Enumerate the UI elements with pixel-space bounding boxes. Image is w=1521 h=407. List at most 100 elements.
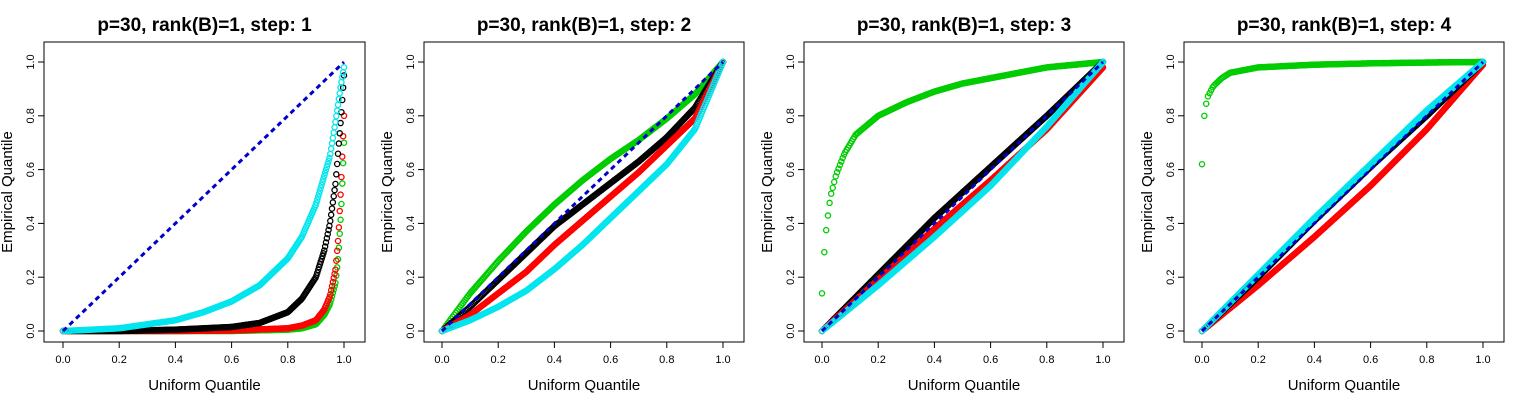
- data-point: [830, 178, 838, 186]
- data-point: [321, 172, 328, 180]
- data-point: [325, 226, 332, 234]
- data-point: [826, 199, 833, 207]
- x-tick-label: 0.4: [1307, 354, 1322, 366]
- data-point: [824, 212, 832, 219]
- data-point: [333, 160, 341, 168]
- data-point: [337, 216, 344, 224]
- data-point: [335, 224, 343, 231]
- data-point: [330, 193, 337, 200]
- data-point: [339, 84, 347, 91]
- data-point: [321, 243, 329, 250]
- data-point: [328, 205, 336, 212]
- data-point: [335, 95, 343, 103]
- y-tick-label: 0.2: [785, 270, 797, 285]
- series-1: [438, 58, 727, 335]
- data-point: [326, 154, 333, 162]
- data-point: [323, 235, 331, 242]
- series-4: [818, 58, 1107, 335]
- data-point: [333, 113, 340, 120]
- x-tick-label: 1.0: [336, 354, 351, 366]
- data-point: [1202, 323, 1210, 331]
- data-point: [332, 118, 339, 126]
- x-tick-label: 1.0: [1095, 354, 1110, 366]
- panel-title: p=30, rank(B)=1, step: 4: [1237, 15, 1452, 36]
- data-point: [325, 157, 332, 165]
- panel-title: p=30, rank(B)=1, step: 3: [857, 15, 1071, 36]
- data-point: [326, 294, 333, 301]
- data-point: [836, 161, 844, 169]
- x-tick-label: 0.4: [547, 354, 562, 366]
- data-point: [835, 165, 842, 172]
- data-point: [324, 230, 331, 238]
- x-tick-label: 0.2: [491, 354, 506, 366]
- y-tick-label: 0.6: [785, 162, 797, 177]
- data-point: [337, 119, 344, 127]
- y-tick-label: 0.8: [25, 108, 37, 123]
- data-point: [822, 226, 830, 234]
- data-point: [328, 282, 336, 290]
- qq-panel-1: p=30, rank(B)=1, step: 10.0 0.2 0.4 0.6 0.8 1…: [0, 15, 366, 394]
- data-point: [818, 290, 826, 297]
- data-point: [316, 261, 324, 268]
- data-point: [319, 252, 326, 260]
- x-axis-label: Uniform Quantile: [1288, 377, 1401, 394]
- data-point: [318, 255, 325, 263]
- data-point: [1204, 93, 1212, 100]
- y-axis-label: Empirical Quantile: [379, 131, 396, 253]
- data-point: [829, 184, 836, 191]
- data-point: [333, 171, 340, 178]
- x-tick-label: 0.6: [603, 354, 618, 366]
- series-3: [59, 72, 348, 335]
- x-tick-label: 1.0: [715, 354, 730, 366]
- data-point: [324, 160, 331, 168]
- data-point: [330, 274, 337, 282]
- y-tick-label: 1.0: [405, 54, 417, 69]
- panel-title: p=30, rank(B)=1, step: 2: [477, 15, 691, 36]
- series-1: [1198, 58, 1487, 168]
- y-tick-label: 0.0: [25, 323, 37, 338]
- data-point: [339, 159, 347, 167]
- qq-panel-4: p=30, rank(B)=1, step: 40.0 0.2 0.4 0.6 0.8 1…: [1139, 15, 1505, 394]
- data-point: [331, 270, 338, 278]
- x-axis-label: Uniform Quantile: [148, 377, 261, 394]
- y-tick-label: 0.0: [405, 323, 417, 338]
- data-point: [340, 139, 348, 146]
- data-point: [333, 247, 341, 255]
- y-tick-label: 0.4: [25, 216, 37, 231]
- x-tick-label: 0.8: [280, 354, 295, 366]
- data-point: [323, 163, 331, 171]
- y-axis-label: Empirical Quantile: [0, 131, 16, 253]
- reference-line: [61, 60, 346, 333]
- data-point: [338, 200, 345, 208]
- y-tick-label: 0.4: [1165, 216, 1177, 231]
- series-4: [59, 64, 348, 335]
- qq-panel-2: p=30, rank(B)=1, step: 20.0 0.2 0.4 0.6 0.8 1…: [379, 15, 745, 394]
- data-point: [719, 58, 727, 66]
- series-1: [818, 58, 1107, 297]
- y-tick-label: 0.8: [1165, 108, 1177, 123]
- reference-line: [1200, 60, 1485, 333]
- data-point: [313, 199, 320, 206]
- data-point: [313, 272, 320, 279]
- data-point: [821, 248, 828, 256]
- data-point: [827, 190, 835, 197]
- x-tick-label: 0.2: [871, 354, 886, 366]
- data-point: [321, 247, 328, 254]
- data-point: [314, 196, 321, 203]
- data-point: [334, 237, 342, 245]
- y-tick-label: 0.0: [1165, 323, 1177, 338]
- data-point: [317, 184, 325, 191]
- x-tick-label: 0.6: [983, 354, 998, 366]
- data-point: [317, 258, 325, 265]
- y-tick-label: 1.0: [785, 54, 797, 69]
- qq-panel-3: p=30, rank(B)=1, step: 30.0 0.2 0.4 0.6 0.8 1…: [759, 15, 1125, 394]
- y-tick-label: 1.0: [1165, 54, 1177, 69]
- x-tick-label: 0.2: [112, 354, 127, 366]
- data-point: [327, 145, 335, 152]
- data-point: [333, 107, 341, 114]
- y-tick-label: 0.2: [1165, 270, 1177, 285]
- data-point: [327, 211, 335, 219]
- data-point: [1198, 160, 1206, 168]
- data-point: [332, 266, 339, 273]
